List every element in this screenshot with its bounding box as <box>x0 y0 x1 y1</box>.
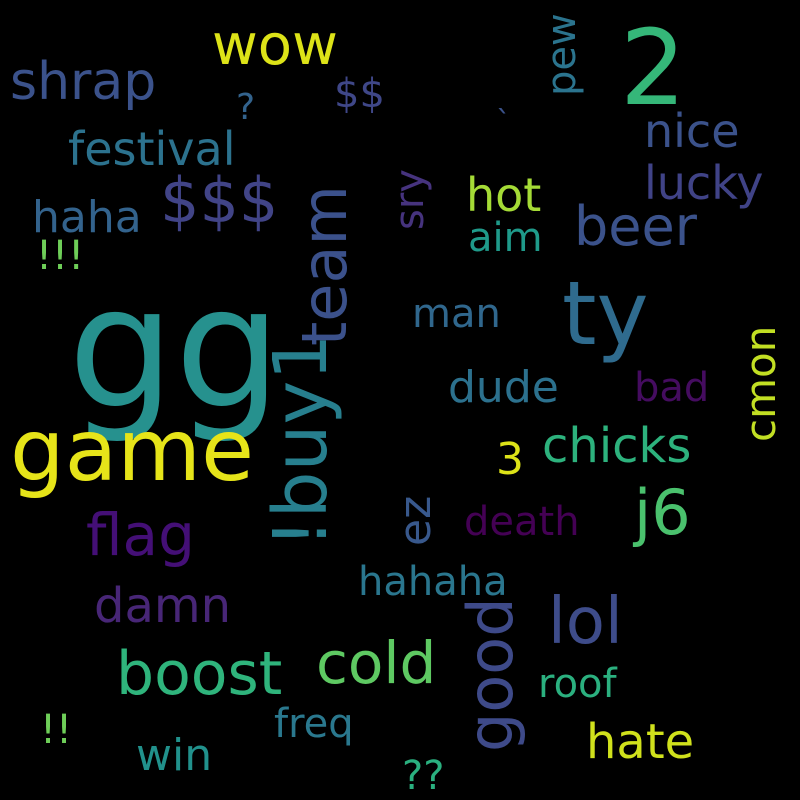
word-damn: damn <box>94 578 232 634</box>
word-flag: flag <box>86 501 195 569</box>
word-question: ? <box>236 87 256 128</box>
word-hot: hot <box>466 168 542 222</box>
word-freq: freq <box>274 701 354 747</box>
word-bang-2: !! <box>40 707 73 753</box>
word-2: 2 <box>620 7 687 129</box>
word-j6: j6 <box>634 476 691 549</box>
word-ty: ty <box>562 262 649 365</box>
word-good: good <box>454 597 527 752</box>
word-lol: lol <box>548 585 623 659</box>
word-nice: nice <box>644 104 740 158</box>
word-haha: haha <box>32 192 142 243</box>
word-shrap: shrap <box>10 52 157 112</box>
word-hahaha: hahaha <box>358 559 508 605</box>
word-hate: hate <box>586 714 695 770</box>
word-boost: boost <box>116 639 283 709</box>
word-wow: wow <box>212 13 338 78</box>
word-dollars-2: $$ <box>334 71 385 117</box>
word-sry: sry <box>387 169 433 230</box>
word-dude: dude <box>448 362 559 413</box>
word-bad: bad <box>634 365 710 411</box>
word-ez: ez <box>390 495 441 546</box>
word-pew: pew <box>539 13 585 96</box>
word-bang-3: !!! <box>36 233 85 279</box>
word-cmon: cmon <box>736 325 785 442</box>
word-dollars-3: $$$ <box>160 164 279 237</box>
word-cold: cold <box>316 629 437 697</box>
word-backtick: ` <box>496 105 511 140</box>
word-aim: aim <box>468 215 543 261</box>
word-game: game <box>10 401 254 501</box>
word-chicks: chicks <box>542 418 692 474</box>
word-death: death <box>464 499 580 545</box>
word-beer: beer <box>574 195 697 258</box>
word-3: 3 <box>496 434 524 485</box>
word-man: man <box>412 291 501 337</box>
word-win: win <box>136 730 213 781</box>
word-gg: gg <box>68 250 282 446</box>
word-question-2: ?? <box>402 753 445 799</box>
word-lucky: lucky <box>644 156 764 210</box>
word-buy1: !buy1 <box>258 333 344 548</box>
word-roof: roof <box>538 661 617 707</box>
word-festival: festival <box>68 122 236 176</box>
word-team: team <box>288 185 361 346</box>
